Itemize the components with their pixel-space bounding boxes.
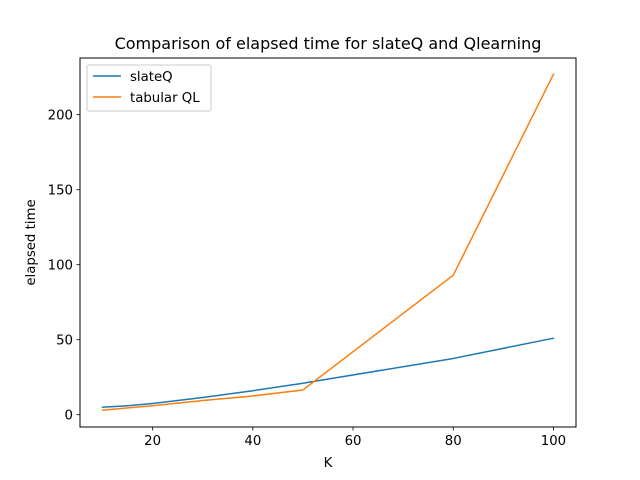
x-tick-label: 100 (541, 434, 566, 449)
y-axis-label: elapsed time (24, 199, 39, 285)
series-line-tabular-ql (101, 73, 555, 412)
legend: slateQ tabular QL (86, 64, 212, 112)
x-tick-label: 80 (445, 434, 462, 449)
y-tick-label: 200 (48, 109, 73, 124)
y-axis-ticks: 0 50 100 150 200 (48, 109, 80, 424)
series-line-slateq (101, 337, 555, 408)
y-tick-label: 150 (48, 184, 73, 199)
x-axis-label: K (324, 456, 333, 471)
x-tick-label: 60 (345, 434, 362, 449)
y-tick-label: 100 (48, 259, 73, 274)
y-tick-label: 50 (56, 334, 73, 349)
plot-frame (79, 57, 577, 428)
y-tick-label: 0 (65, 409, 73, 424)
x-tick-label: 20 (144, 434, 161, 449)
x-tick-label: 40 (244, 434, 261, 449)
legend-label-slateq: slateQ (130, 70, 173, 85)
plot-lines (101, 73, 555, 412)
chart-title: Comparison of elapsed time for slateQ an… (115, 34, 542, 53)
x-axis-ticks: 20 40 60 80 100 (144, 427, 566, 449)
legend-label-tabular-ql: tabular QL (130, 91, 200, 106)
